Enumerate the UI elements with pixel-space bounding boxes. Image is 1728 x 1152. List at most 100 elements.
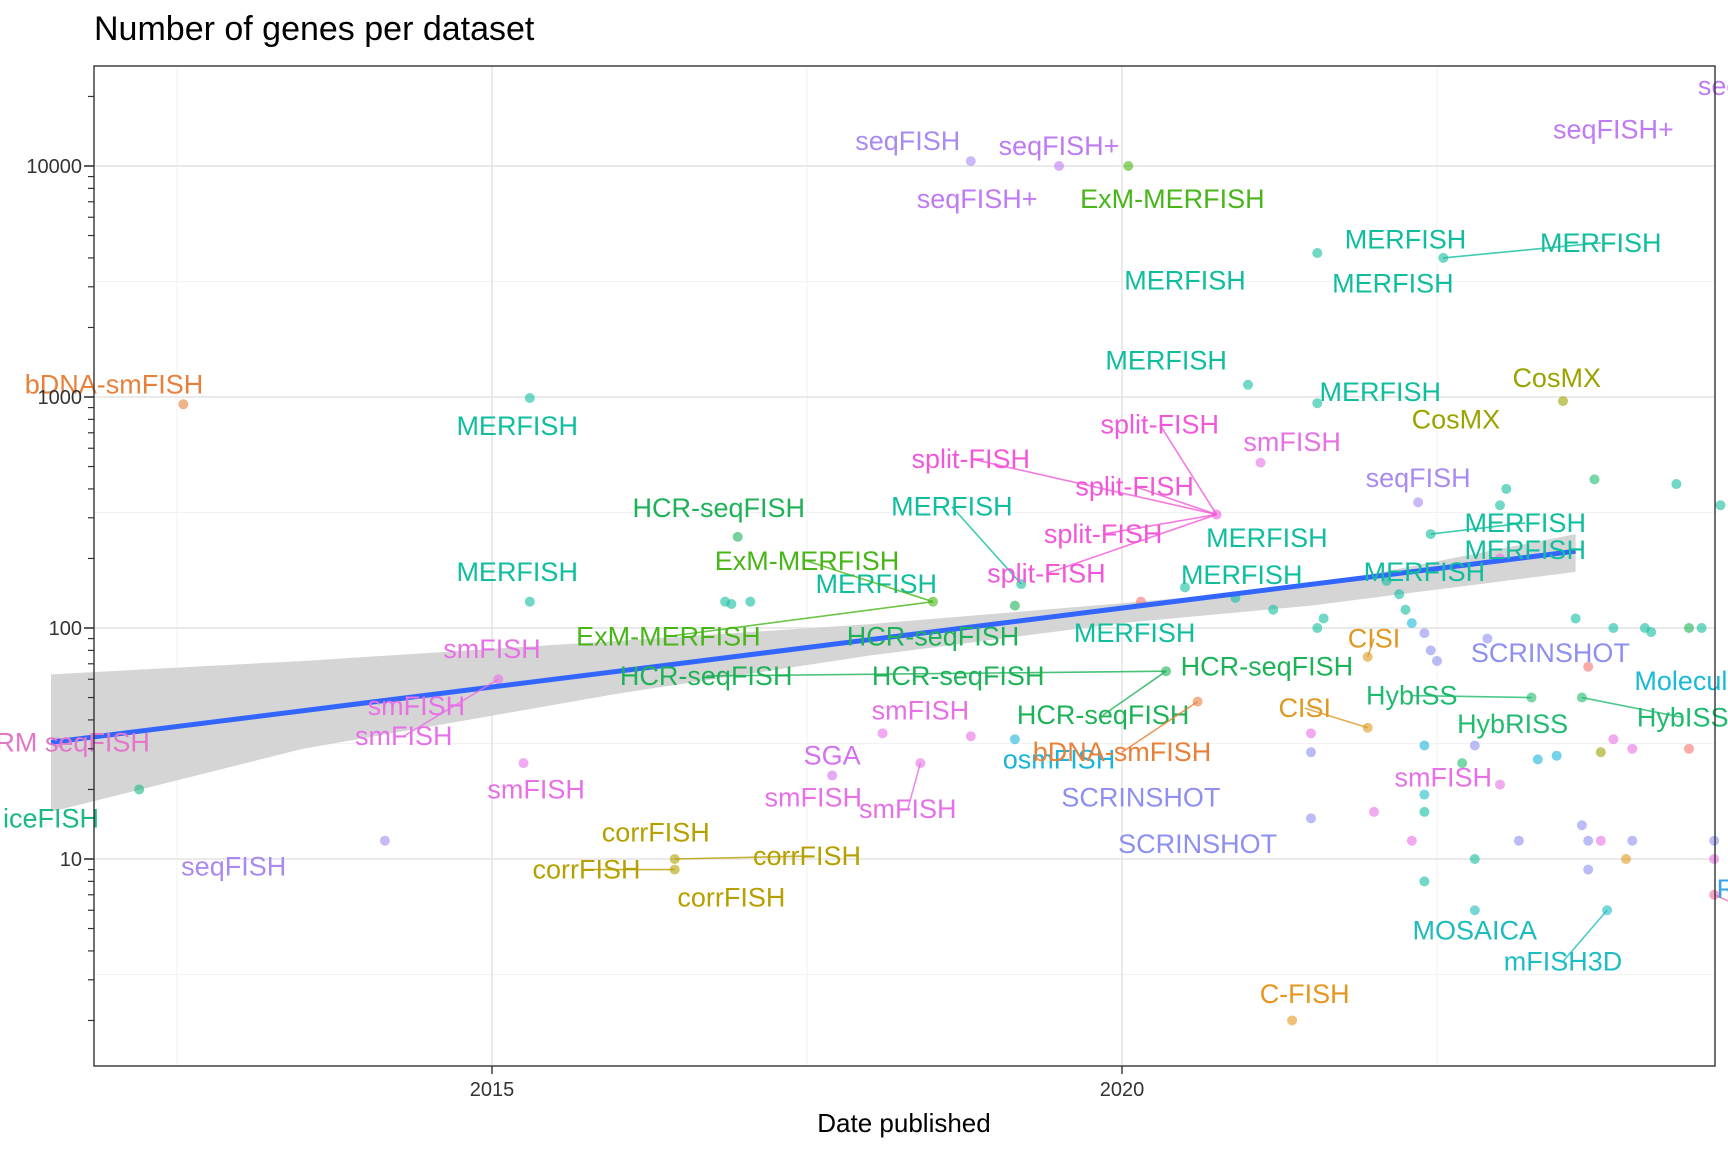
data-point [524, 393, 535, 404]
data-point [1551, 750, 1562, 761]
data-point [134, 784, 145, 795]
data-point [1709, 854, 1720, 864]
data-point [1684, 743, 1694, 754]
data-point [1009, 600, 1020, 611]
point-label: corrFISH [753, 841, 861, 871]
data-point [1400, 604, 1411, 615]
label-leader-line [1134, 485, 1217, 516]
data-point [1501, 483, 1512, 494]
point-label: CISI [1348, 624, 1401, 654]
point-label: MERFISH [456, 411, 578, 441]
point-label: HybRISS [1457, 709, 1568, 739]
data-point [1469, 905, 1480, 916]
label-leader-line [1102, 513, 1217, 535]
point-label: smFISH [1395, 763, 1493, 793]
data-point [1419, 740, 1430, 751]
data-point [877, 728, 888, 739]
data-point [1180, 582, 1190, 593]
point-label: MERFISH [1540, 228, 1662, 258]
data-point [178, 399, 189, 410]
data-point [1054, 161, 1064, 171]
data-point [1318, 613, 1329, 624]
label-leader-line [706, 670, 1167, 677]
point-label: smFISH [872, 695, 970, 725]
data-point [1406, 835, 1417, 846]
data-point [1627, 743, 1638, 754]
data-point [745, 596, 756, 607]
point-labels: SRM seqFISH iceFISH bDNA-smFISH seqFISH smFI… [0, 71, 1728, 1009]
label-leader-line [1581, 696, 1683, 719]
data-points [52, 156, 1726, 1026]
point-label: HCR-seqFISH [872, 661, 1045, 691]
data-point [1576, 820, 1587, 831]
point-label: MERFISH [1181, 560, 1303, 590]
label-leader-line [1366, 638, 1375, 658]
data-point [732, 531, 743, 542]
y-tick-label: 10 [60, 849, 82, 871]
point-label: CosMX [1412, 404, 1501, 434]
label-leader-line [1562, 909, 1608, 963]
data-point [1684, 623, 1694, 633]
point-label: MERFISH [891, 492, 1013, 522]
point-label: CosMX [1512, 363, 1601, 393]
data-point [1419, 806, 1430, 817]
label-leader-line [1430, 522, 1526, 535]
data-point [1287, 1015, 1298, 1026]
data-point [1432, 655, 1442, 666]
data-point [1306, 728, 1316, 739]
x-axis-title: Date published [817, 1108, 990, 1138]
label-leader-line [674, 855, 808, 860]
point-label: MERFISH [1105, 345, 1227, 375]
x-tick-label: 2020 [1100, 1079, 1145, 1101]
point-label: SCRINSHOT [1471, 638, 1630, 668]
data-point [518, 758, 529, 769]
label-leader-line [403, 678, 499, 737]
point-label: seqFISH+ [999, 131, 1120, 161]
data-point [1425, 645, 1436, 656]
point-label: split-FISH [1044, 519, 1163, 549]
point-label: HCR-seqFISH [1181, 652, 1354, 682]
label-leader-line [907, 762, 922, 809]
point-label: HCR-seqFISH [620, 661, 793, 691]
point-label: seqFISH+ [917, 184, 1038, 214]
data-point [1570, 613, 1581, 624]
point-label: MERFISH [1464, 508, 1586, 538]
point-label: seqFISH+ [1698, 71, 1728, 101]
point-label: HybISS [1637, 702, 1728, 732]
x-tick-label: 2015 [470, 1079, 515, 1101]
data-point [1532, 754, 1543, 765]
data-point [1621, 854, 1631, 864]
data-point [1696, 623, 1707, 633]
data-point [1646, 627, 1657, 638]
data-point [1558, 396, 1568, 407]
data-point [1583, 864, 1594, 875]
point-label: MERFISH [1320, 377, 1442, 407]
point-label: corrFISH [677, 883, 785, 913]
label-leader-line [668, 600, 934, 638]
point-label: smFISH [1243, 427, 1341, 457]
label-leader-line [1046, 513, 1217, 575]
data-point [1469, 854, 1480, 864]
data-point [1608, 734, 1619, 745]
data-point [965, 731, 976, 742]
label-leader-line [1443, 242, 1601, 259]
point-label: SCRINSHOT [1118, 829, 1277, 859]
data-point [1495, 779, 1505, 790]
data-point [1627, 835, 1638, 846]
data-point [524, 596, 535, 607]
label-leader-line [1304, 707, 1368, 729]
data-point [1381, 575, 1392, 586]
data-point [1715, 500, 1726, 511]
point-label: MERFISH [1206, 523, 1328, 553]
data-point [1394, 589, 1405, 600]
data-point [1312, 248, 1323, 259]
data-point [1709, 835, 1720, 846]
data-point [1312, 623, 1323, 633]
point-label: HCR-seqFISH [633, 493, 806, 523]
data-point [1306, 813, 1316, 824]
data-point [965, 156, 976, 167]
y-tick-label: 1000 [38, 387, 83, 409]
point-label: smFISH [859, 794, 957, 824]
point-label: smFISH [765, 782, 863, 812]
